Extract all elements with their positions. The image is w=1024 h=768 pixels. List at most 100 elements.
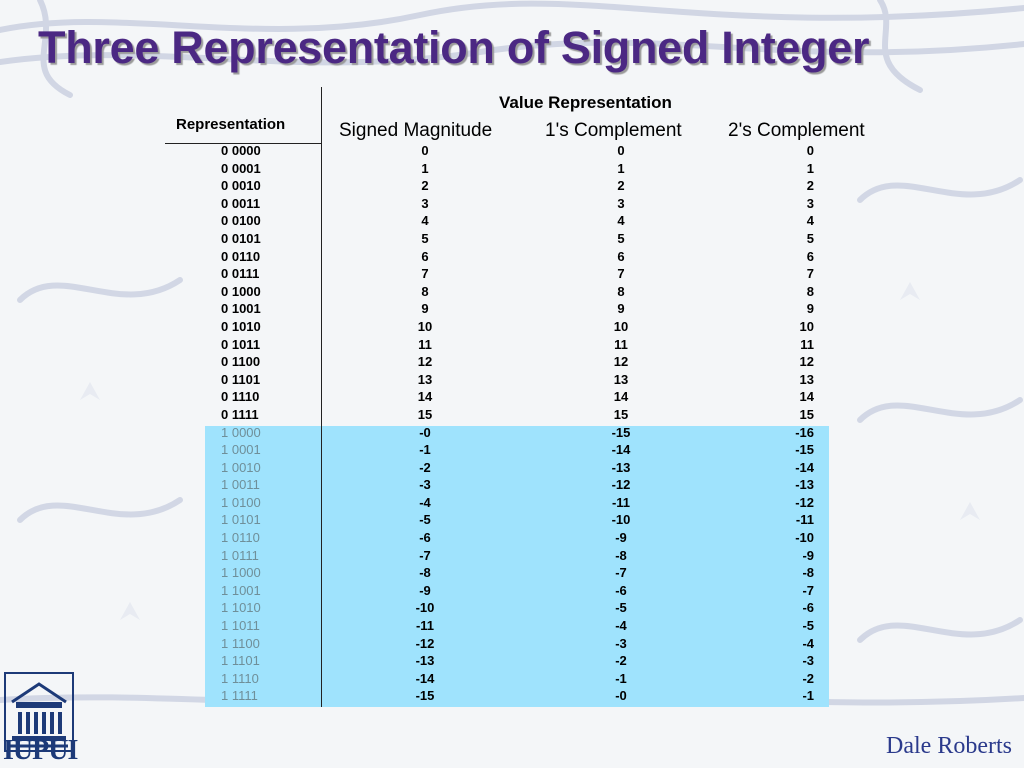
table-row: 1 0001 -1 -14 -15 [0,441,1024,459]
author-name: Dale Roberts [886,733,1012,759]
twos-complement-cell: -15 [795,442,814,458]
table-row: 0 0011 3 3 3 [0,195,1024,213]
representation-cell: 1 1100 [221,635,260,651]
table-row: 0 0110 6 6 6 [0,248,1024,266]
ones-complement-cell: 4 [617,213,625,229]
signed-magnitude-cell: 0 [421,143,429,158]
ones-complement-cell: -2 [615,653,627,669]
representation-cell: 1 0010 [221,459,261,475]
ones-complement-cell: -7 [615,565,627,581]
representation-cell: 1 1111 [221,688,258,704]
representation-cell: 0 1111 [221,406,259,422]
representation-cell: 0 0001 [221,160,261,176]
table-row: 0 1000 8 8 8 [0,283,1024,301]
ones-complement-cell: 0 [617,143,625,158]
twos-complement-cell: 6 [806,248,814,264]
twos-complement-cell: 0 [806,143,814,158]
ones-complement-cell: -12 [611,477,631,493]
twos-complement-cell: -5 [802,618,814,634]
representation-cell: 0 1000 [221,283,261,299]
representation-cell: 0 1110 [221,389,260,405]
negative-values-highlight [205,426,829,707]
twos-complement-cell: -1 [802,688,814,704]
table-row: 1 0100 -4 -11 -12 [0,494,1024,512]
representation-header: Representation [176,116,286,133]
twos-complement-cell: -9 [802,547,814,563]
signed-magnitude-cell: -0 [419,424,431,440]
ones-complement-cell: -13 [611,459,631,475]
representation-cell: 0 0110 [221,248,261,264]
ones-complement-cell: -10 [611,512,631,528]
ones-complement-cell: 1 [617,160,625,176]
representation-cell: 0 0100 [221,213,261,229]
table-row: 0 1011 11 11 11 [0,336,1024,354]
ones-complement-cell: -15 [611,424,631,440]
representation-cell: 1 0111 [221,547,259,563]
table-row: 0 0100 4 4 4 [0,212,1024,230]
twos-complement-cell: -12 [795,494,814,510]
signed-magnitude-cell: 15 [417,406,433,422]
signed-magnitude-cell: 2 [421,178,429,194]
ones-complement-cell: 2 [617,178,625,194]
signed-magnitude-cell: -5 [419,512,431,528]
table-row: 1 1111 -15 -0 -1 [0,687,1024,705]
twos-complement-cell: 10 [799,318,814,334]
value-table: 0 0000 0 0 0 0 0001 1 1 1 0 0010 2 2 2 0 0011 3 3 3 0 01… [0,142,1024,705]
representation-cell: 0 1011 [221,336,261,352]
representation-cell: 1 1011 [221,618,260,634]
twos-complement-cell: -13 [795,477,814,493]
ones-complement-cell: 14 [613,389,629,405]
twos-complement-cell: -6 [802,600,814,616]
logo-text: IUPUI [3,735,78,766]
value-representation-header: Value Representation [499,93,672,112]
signed-magnitude-cell: -9 [419,582,431,598]
table-row: 0 0111 7 7 7 [0,265,1024,283]
table-row: 1 1011 -11 -4 -5 [0,617,1024,635]
twos-complement-cell: 9 [806,301,814,317]
table-row: 1 1010 -10 -5 -6 [0,599,1024,617]
signed-magnitude-cell: -13 [415,653,435,669]
ones-complement-cell: -3 [615,635,627,651]
signed-magnitude-cell: -7 [419,547,431,563]
table-row: 1 0110 -6 -9 -10 [0,529,1024,547]
signed-magnitude-cell: 9 [421,301,429,317]
signed-magnitude-cell: -14 [415,670,435,686]
column-divider [321,87,322,707]
table-row: 0 0101 5 5 5 [0,230,1024,248]
twos-complement-cell: 7 [806,266,814,282]
signed-magnitude-header: Signed Magnitude [339,120,493,141]
signed-magnitude-cell: -11 [415,618,435,634]
ones-complement-cell: 10 [613,318,629,334]
twos-complement-cell: -8 [802,565,814,581]
representation-cell: 1 0110 [221,530,260,546]
table-row: 1 1001 -9 -6 -7 [0,582,1024,600]
twos-complement-cell: -7 [802,582,814,598]
signed-magnitude-cell: 8 [421,283,429,299]
twos-complement-cell: 4 [806,213,814,229]
twos-complement-cell: 1 [806,160,814,176]
table-row: 1 1100 -12 -3 -4 [0,635,1024,653]
table-row: 0 1111 15 15 15 [0,406,1024,424]
ones-complement-cell: -14 [611,442,631,458]
ones-complement-cell: -8 [615,547,627,563]
signed-magnitude-cell: 3 [421,195,429,211]
table-row: 1 0011 -3 -12 -13 [0,476,1024,494]
twos-complement-cell: -11 [795,512,814,528]
slide-title: Three Representation of Signed Integer [38,22,870,73]
signed-magnitude-cell: -4 [419,494,431,510]
twos-complement-cell: 13 [799,371,814,387]
ones-complement-cell: 11 [614,336,628,352]
signed-magnitude-cell: 10 [417,318,433,334]
representation-cell: 1 0011 [221,477,260,493]
representation-cell: 1 1000 [221,565,261,581]
ones-complement-header: 1's Complement [545,120,682,141]
signed-magnitude-cell: -3 [419,477,431,493]
table-row: 0 1010 10 10 10 [0,318,1024,336]
twos-complement-cell: -2 [802,670,814,686]
representation-cell: 1 1001 [221,582,261,598]
representation-cell: 1 1010 [221,600,261,616]
signed-magnitude-cell: 12 [417,354,433,370]
representation-cell: 0 0111 [221,266,260,282]
ones-complement-cell: 9 [617,301,625,317]
table-row: 0 1100 12 12 12 [0,353,1024,371]
